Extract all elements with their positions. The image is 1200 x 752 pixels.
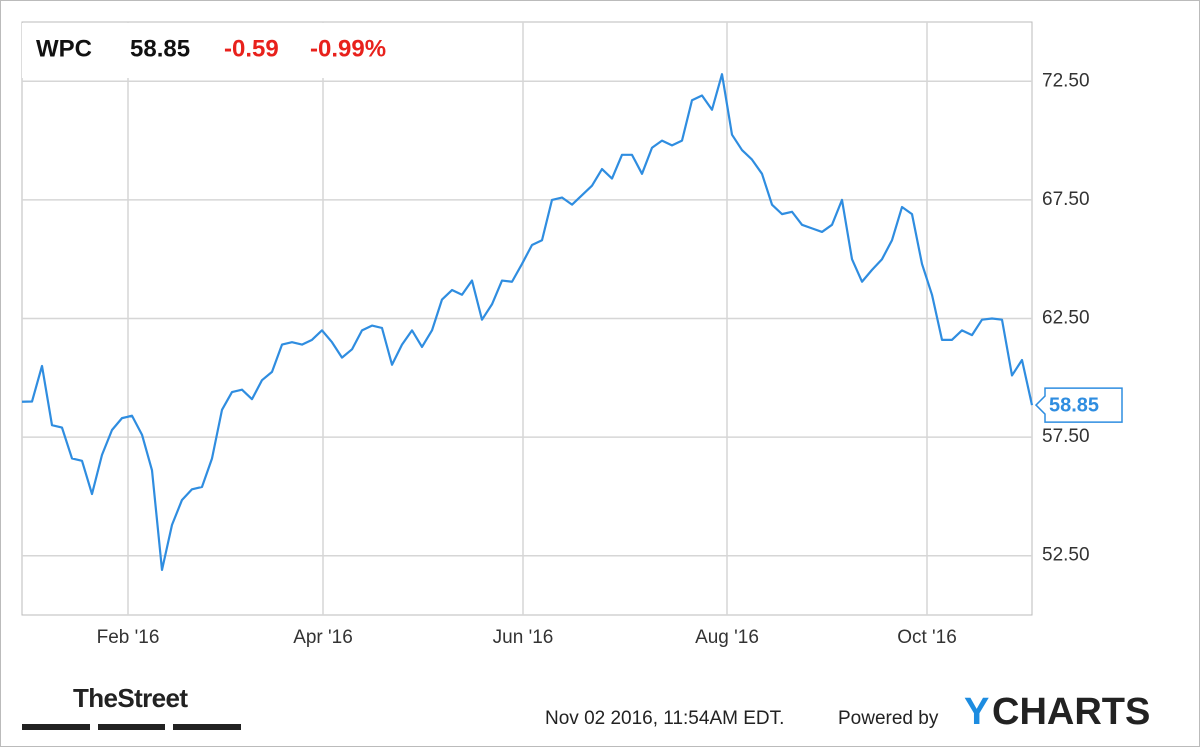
y-tick-label: 72.50 [1042,70,1090,91]
price: 58.85 [130,35,190,62]
plot-area [21,21,1033,616]
y-tick-label: 67.50 [1042,189,1090,210]
logo-bar [98,724,165,730]
last-value-label: 58.85 [1049,394,1099,416]
x-tick-label: Oct '16 [897,627,957,648]
symbol: WPC [36,35,92,62]
last-value-flag [1034,387,1123,423]
x-tick-label: Feb '16 [97,627,160,648]
marks [21,73,1034,572]
brand-y: Y [964,691,989,733]
change: -0.59 [224,35,279,62]
y-tick-label: 57.50 [1042,426,1090,447]
y-tick-label: 62.50 [1042,308,1090,329]
x-tick-label: Jun '16 [493,627,554,648]
header-box [22,23,425,78]
logo-bar [173,724,241,730]
powered-by: Powered by [838,708,939,729]
x-tick-label: Apr '16 [293,627,353,648]
timestamp: Nov 02 2016, 11:54AM EDT. [545,708,784,729]
y-tick-label: 52.50 [1042,545,1090,566]
brand-rest: CHARTS [992,691,1150,733]
change-pct: -0.99% [310,35,386,62]
source-logo: TheStreet [73,683,188,713]
logo-bar [22,724,90,730]
x-tick-label: Aug '16 [695,627,759,648]
price-line [21,73,1034,572]
